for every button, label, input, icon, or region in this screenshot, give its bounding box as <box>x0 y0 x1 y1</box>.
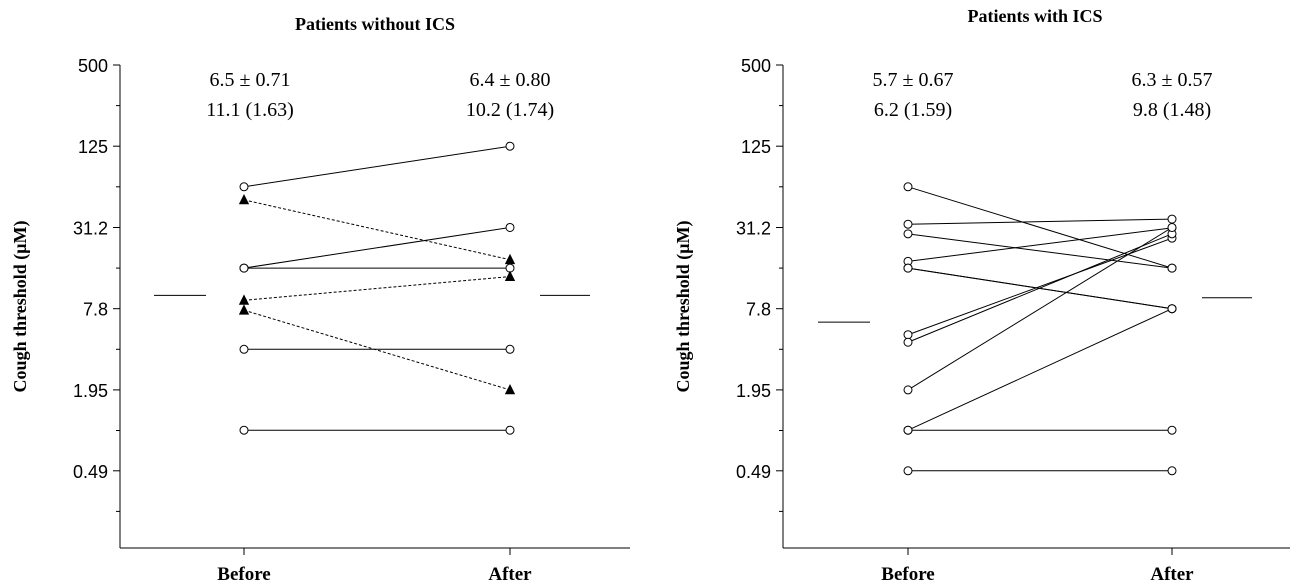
circle-marker <box>903 182 913 192</box>
circle-marker <box>903 330 913 340</box>
stat-geomean: 11.1 (1.63) <box>206 99 294 121</box>
circle-marker <box>1167 222 1177 232</box>
series-line <box>243 199 511 261</box>
triangle-marker <box>504 383 516 395</box>
y-tick-label: 0.49 <box>73 462 108 482</box>
y-tick-label: 500 <box>741 56 771 76</box>
panel-without-ics: Patients without ICS Cough threshold (μM)… <box>10 14 630 585</box>
series-line <box>243 276 511 301</box>
circle-marker <box>1167 425 1177 435</box>
series-line <box>907 218 1173 225</box>
stat-mean-sd: 6.5 ± 0.71 <box>210 69 291 91</box>
series-line <box>907 308 1173 431</box>
circle-marker <box>1167 466 1177 476</box>
circle-marker <box>903 229 913 239</box>
circle-marker <box>239 263 249 273</box>
circle-marker <box>1167 214 1177 224</box>
circle-marker <box>903 337 913 347</box>
circle-marker <box>505 141 515 151</box>
triangle-marker <box>238 294 250 305</box>
stat-geomean: 9.8 (1.48) <box>1133 99 1211 121</box>
series-line <box>907 237 1173 336</box>
stat-mean-sd: 6.3 ± 0.57 <box>1132 69 1213 91</box>
y-tick-label: 7.8 <box>83 300 108 320</box>
x-tick-label: After <box>1150 564 1194 585</box>
triangle-marker <box>504 253 516 265</box>
circle-marker <box>903 425 913 435</box>
triangle-marker <box>504 270 516 281</box>
stat-mean-sd: 5.7 ± 0.67 <box>873 69 954 91</box>
circle-marker <box>505 222 515 232</box>
x-tick-label: After <box>488 564 532 585</box>
circle-marker <box>239 425 249 435</box>
triangle-marker <box>238 304 250 315</box>
circle-marker <box>1167 304 1177 314</box>
circle-marker <box>903 385 913 395</box>
circle-marker <box>239 344 249 354</box>
stat-geomean: 10.2 (1.74) <box>466 99 554 121</box>
series-line <box>907 233 1173 343</box>
circle-marker <box>239 182 249 192</box>
y-tick-label: 31.2 <box>73 218 108 238</box>
y-tick-label: 31.2 <box>736 218 771 238</box>
series-line <box>907 227 1173 262</box>
triangle-marker <box>238 193 250 205</box>
y-tick-label: 1.95 <box>736 381 771 401</box>
panel-with-ics: Patients with ICS Cough threshold (μM) 500… <box>673 6 1290 585</box>
series-line <box>243 226 511 269</box>
series-line <box>243 309 511 391</box>
circle-marker <box>505 425 515 435</box>
chart-title: Patients without ICS <box>295 14 455 34</box>
chart-title: Patients with ICS <box>967 6 1102 26</box>
series-line <box>907 233 1173 269</box>
x-tick-label: Before <box>881 564 934 585</box>
circle-marker <box>505 344 515 354</box>
circle-marker <box>903 263 913 273</box>
y-axis-label: Cough threshold (μM) <box>673 221 694 393</box>
circle-marker <box>903 219 913 229</box>
series-line <box>907 227 1173 391</box>
y-tick-label: 7.8 <box>746 300 771 320</box>
stat-geomean: 6.2 (1.59) <box>874 99 952 121</box>
circle-marker <box>903 466 913 476</box>
y-tick-label: 125 <box>741 137 771 157</box>
x-tick-label: Before <box>217 564 270 585</box>
y-tick-label: 500 <box>78 56 108 76</box>
series-line <box>243 145 511 188</box>
y-axis-label: Cough threshold (μM) <box>10 221 31 393</box>
stat-mean-sd: 6.4 ± 0.80 <box>470 69 551 91</box>
y-tick-label: 0.49 <box>736 462 771 482</box>
circle-marker <box>1167 263 1177 273</box>
y-tick-label: 125 <box>78 137 108 157</box>
y-tick-label: 1.95 <box>73 381 108 401</box>
